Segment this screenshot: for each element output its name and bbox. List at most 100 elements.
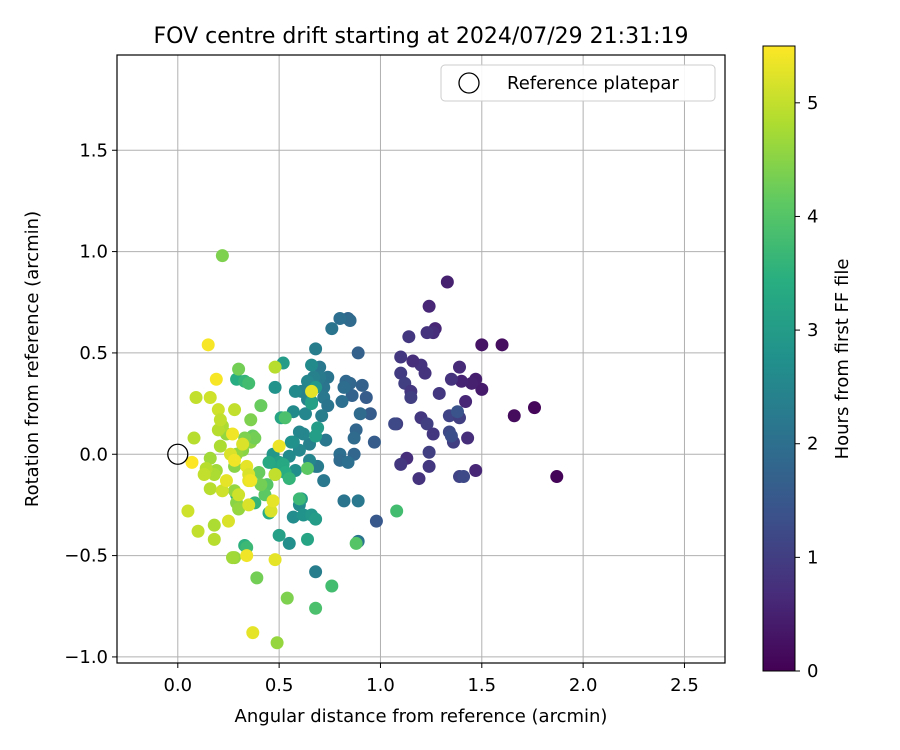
data-point [278,411,292,425]
data-point [211,403,225,417]
data-point [191,524,205,538]
data-point [232,488,246,502]
y-tick-label: 1.0 [79,242,108,263]
y-tick-label: −1.0 [64,647,108,668]
data-point [495,338,509,352]
data-point [266,494,280,508]
data-point [355,378,369,392]
data-point [394,457,408,471]
reference-marker [167,443,189,465]
data-point [280,591,294,605]
colorbar-label: Hours from first FF file [832,259,853,460]
data-point [242,376,256,390]
data-point [325,322,339,336]
data-point [309,565,323,579]
data-point [444,429,458,443]
data-point [465,376,479,390]
data-point [319,433,333,447]
data-point [305,384,319,398]
data-point [270,636,284,650]
data-point [420,417,434,431]
data-point [347,431,361,445]
data-point [388,417,402,431]
data-point [367,435,381,449]
data-point [337,380,351,394]
data-point [301,461,315,475]
data-point [527,401,541,415]
data-point [394,366,408,380]
legend: Reference platepar [440,64,716,102]
plot-frame [116,54,726,664]
data-point [298,407,312,421]
data-point [363,407,377,421]
data-point [244,413,258,427]
data-point [282,536,296,550]
data-point [335,395,349,409]
data-point [232,502,246,516]
colorbar-gradient [762,45,796,672]
data-point [219,474,233,488]
data-point [242,498,256,512]
data-point [185,455,199,469]
colorbar-tick-label: 2 [807,434,818,455]
data-point [203,391,217,405]
data-point [459,395,473,409]
data-point [201,338,215,352]
data-point [236,437,250,451]
x-tick-label: 1.5 [467,675,496,696]
data-point [426,427,440,441]
data-point [250,571,264,585]
data-point [369,514,383,528]
data-point [345,388,359,402]
data-point [203,482,217,496]
data-point [254,478,268,492]
data-point [305,358,319,372]
data-point [309,601,323,615]
data-point [232,362,246,376]
data-point [268,553,282,567]
data-point [248,431,262,445]
x-axis-ticks: 0.0 0.5 1.0 1.5 2.0 2.5 [163,663,699,696]
x-tick-label: 0.5 [265,675,294,696]
data-point [469,463,483,477]
data-point [343,313,357,327]
chart-title: FOV centre drift starting at 2024/07/29 … [154,24,689,49]
data-point [422,299,436,313]
data-point [353,407,367,421]
data-point [390,504,404,518]
data-point [333,311,347,325]
legend-box [440,64,716,102]
data-point [404,391,418,405]
data-point [254,399,268,413]
x-tick-label: 2.0 [569,675,598,696]
data-point [226,427,240,441]
data-point [207,518,221,532]
data-point [432,386,446,400]
data-point [412,472,426,486]
data-point [349,536,363,550]
data-point [207,532,221,546]
data-point [268,360,282,374]
x-axis-label: Angular distance from reference (arcmin) [235,706,608,727]
data-point [244,474,258,488]
legend-reference-icon [458,72,480,94]
data-point [406,354,420,368]
data-point [187,431,201,445]
data-point [292,492,306,506]
data-point [209,372,223,386]
y-tick-label: 1.5 [79,140,108,161]
y-tick-label: 0.0 [79,444,108,465]
data-point [341,455,355,469]
data-point [213,413,227,427]
colorbar-tick-label: 4 [807,206,818,227]
data-point [440,275,454,289]
x-tick-label: 2.5 [670,675,699,696]
data-point [246,626,260,640]
data-point [455,374,469,388]
data-point [444,372,458,386]
data-point [309,429,323,443]
colorbar: 0 1 2 3 4 5 Hours from first FF file [762,45,853,682]
data-point [215,484,229,498]
data-point [402,330,416,344]
